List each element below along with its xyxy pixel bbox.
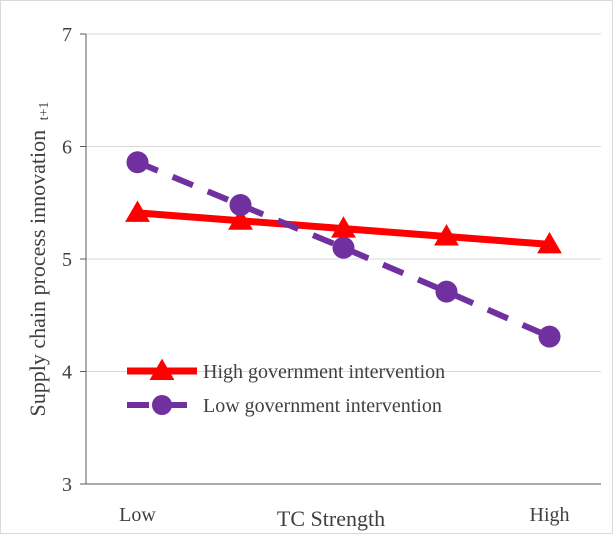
x-axis-title: TC Strength xyxy=(277,506,385,531)
gridlines xyxy=(86,33,601,372)
series xyxy=(125,151,562,348)
legend-item: Low government intervention xyxy=(127,395,442,417)
data-point-circle xyxy=(332,236,355,259)
y-axis-title-main: Supply chain process innovation xyxy=(25,130,50,417)
x-tick-label: High xyxy=(530,504,570,526)
legend-marker-triangle xyxy=(149,358,175,380)
data-point-circle xyxy=(126,151,149,174)
legend-label: Low government intervention xyxy=(203,395,442,417)
y-tick-label: 4 xyxy=(62,362,72,384)
data-point-circle xyxy=(435,280,458,303)
data-point-triangle xyxy=(125,200,150,222)
y-tick-label: 3 xyxy=(62,474,72,496)
data-point-circle xyxy=(229,194,252,216)
data-point-triangle xyxy=(228,208,253,230)
legend-item: High government intervention xyxy=(127,358,445,383)
y-tick-label: 6 xyxy=(62,137,72,159)
data-point-triangle xyxy=(434,224,459,246)
legend: High government intervention Low governme… xyxy=(127,358,445,417)
y-axis-title: Supply chain process innovation t+1 xyxy=(25,102,52,417)
series-high-government-intervention xyxy=(125,200,562,254)
data-point-circle xyxy=(538,325,561,348)
y-tick-label: 7 xyxy=(62,24,72,46)
series-low-government-intervention xyxy=(126,151,561,348)
legend-label: High government intervention xyxy=(203,361,445,383)
y-tick-label: 5 xyxy=(62,249,72,271)
y-axis-title-subscript: t+1 xyxy=(37,102,52,121)
data-point-triangle xyxy=(331,216,356,238)
legend-marker-circle xyxy=(152,395,172,415)
x-tick-label: Low xyxy=(119,504,156,526)
data-point-triangle xyxy=(537,231,562,254)
axes: 3 4 5 6 7 Low High xyxy=(62,24,601,526)
